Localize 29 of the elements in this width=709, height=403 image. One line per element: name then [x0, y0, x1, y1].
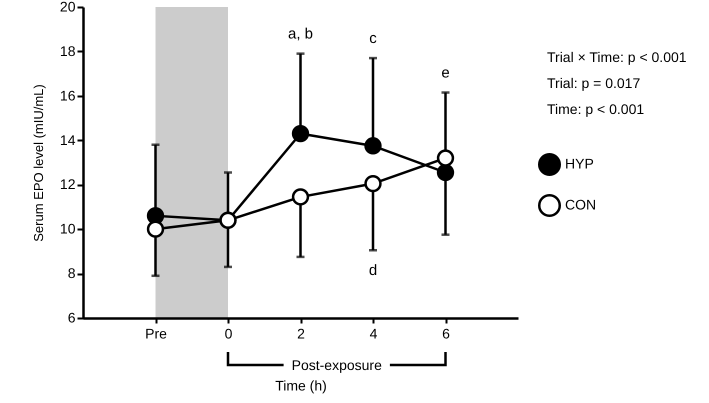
y-tick-label: 16: [60, 87, 76, 104]
y-tick-label: 18: [60, 42, 76, 59]
x-tick-label: 6: [442, 326, 450, 342]
y-tick-label: 8: [68, 265, 76, 282]
text: Time: p < 0.001: [547, 101, 644, 117]
y-tick-label: 10: [60, 220, 76, 237]
y-tick-label: 14: [60, 132, 76, 148]
y-tick-label: 12: [60, 176, 76, 192]
point: [146, 207, 164, 224]
legend-label: CON: [565, 196, 596, 212]
legend-label: HYP: [565, 156, 594, 172]
point: [364, 137, 382, 154]
point: [292, 124, 310, 142]
text: Post-exposure: [292, 357, 382, 373]
y-tick-label: 6: [68, 310, 76, 326]
y-axis-title: Serum EPO level (mIU/mL): [30, 84, 46, 242]
annotation: e: [441, 64, 450, 82]
x-tick-label: 4: [370, 326, 378, 342]
y-tick-label: 20: [60, 0, 76, 14]
x-tick-label: 2: [297, 326, 306, 342]
x-tick-label: 0: [224, 326, 233, 342]
text: Trial: p = 0.017: [547, 75, 640, 91]
point: [436, 164, 454, 182]
annotation: a, b: [288, 26, 314, 43]
annotation: c: [369, 30, 378, 48]
annotation: d: [368, 262, 378, 280]
text: Trial × Time: p < 0.001: [547, 49, 687, 65]
x-tick-label: Pre: [145, 326, 168, 342]
x-axis-title: Time (h): [275, 378, 327, 394]
